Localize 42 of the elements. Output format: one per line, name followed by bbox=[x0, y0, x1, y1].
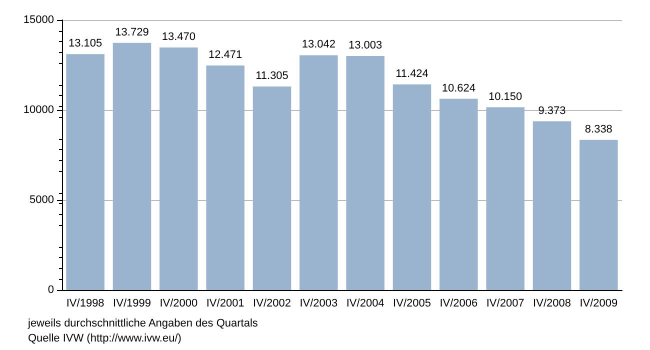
data-label: 11.424 bbox=[396, 68, 428, 80]
bar bbox=[66, 54, 104, 290]
y-tick-label: 0 bbox=[48, 284, 54, 296]
data-label: 13.470 bbox=[162, 31, 196, 44]
bar bbox=[486, 107, 524, 290]
data-label: 11.305 bbox=[256, 70, 288, 82]
bar bbox=[206, 66, 244, 290]
data-label: 10.150 bbox=[488, 90, 522, 103]
x-tick-label: IV/1998 bbox=[66, 298, 104, 310]
data-label: 12.471 bbox=[208, 49, 242, 62]
x-tick-label: IV/2004 bbox=[346, 298, 384, 310]
y-tick-label: 10000 bbox=[23, 104, 54, 116]
y-tick-label: 15000 bbox=[23, 14, 54, 26]
source-note: Quelle IVW (http://www.ivw.eu/) bbox=[28, 332, 182, 344]
x-tick-label: IV/2006 bbox=[440, 298, 478, 310]
data-label: 10.624 bbox=[442, 82, 476, 94]
bar bbox=[580, 140, 618, 290]
bar bbox=[112, 42, 152, 290]
text: jeweils durchschnittliche Angaben des Quartals bbox=[27, 318, 258, 330]
x-tick-label: IV/2008 bbox=[533, 298, 571, 310]
x-tick-label: IV/2007 bbox=[486, 298, 524, 310]
x-tick-label: IV/2001 bbox=[206, 298, 244, 310]
x-tick-label: IV/2005 bbox=[393, 298, 431, 310]
x-tick-label: IV/2009 bbox=[580, 298, 618, 310]
data-label: 13.003 bbox=[348, 39, 382, 52]
x-tick-label: IV/2000 bbox=[160, 298, 198, 310]
data-label: 8.338 bbox=[584, 123, 612, 136]
x-tick-label: IV/2002 bbox=[253, 298, 291, 310]
bar bbox=[252, 86, 292, 290]
data-label: 13.042 bbox=[302, 38, 336, 51]
bar bbox=[346, 56, 384, 290]
bar bbox=[160, 48, 198, 290]
data-label: 13.729 bbox=[115, 26, 149, 38]
y-tick-label: 5000 bbox=[30, 194, 54, 206]
bar bbox=[440, 98, 478, 290]
bar bbox=[532, 121, 572, 290]
data-label: 13.105 bbox=[68, 38, 102, 50]
bar bbox=[392, 84, 432, 290]
data-label: 9.373 bbox=[538, 104, 566, 117]
bar bbox=[300, 55, 338, 290]
x-tick-label: IV/2003 bbox=[300, 298, 338, 310]
x-tick-label: IV/1999 bbox=[113, 298, 151, 310]
